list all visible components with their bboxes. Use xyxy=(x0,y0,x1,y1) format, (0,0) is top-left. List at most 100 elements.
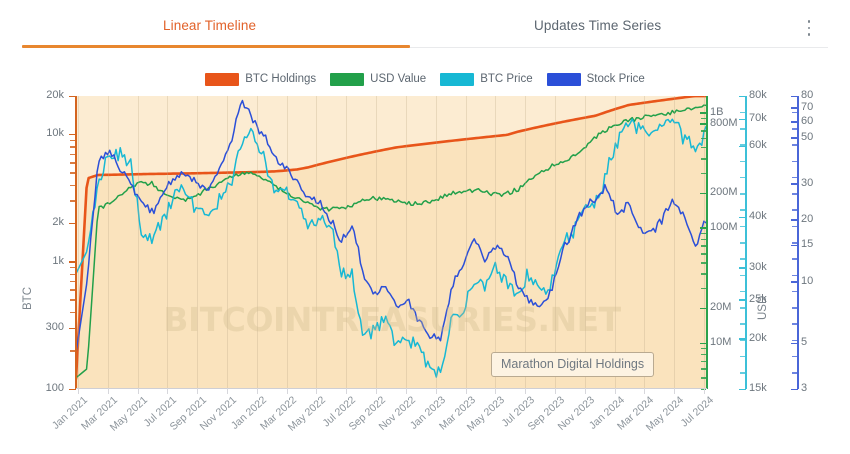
legend-item-usd-value[interactable]: USD Value xyxy=(330,72,427,86)
axis-minor-tick-btc_price xyxy=(740,372,745,374)
axis-minor-tick-btc xyxy=(70,172,75,174)
axis-tick-usd xyxy=(700,112,707,114)
axis-label-usd: 10M xyxy=(710,336,732,349)
axis-tick-btc_price xyxy=(739,216,746,219)
legend-label: USD Value xyxy=(370,73,427,85)
axis-minor-tick-stock_price xyxy=(792,111,797,114)
axis-label-btc_price: 15k xyxy=(749,382,767,394)
axis-label-btc_price: 20k xyxy=(749,331,767,344)
grid-line-vertical xyxy=(256,96,258,389)
tab-updates-time-series[interactable]: Updates Time Series xyxy=(534,18,662,33)
axis-label-btc: 300 xyxy=(45,321,64,334)
x-axis-tick xyxy=(137,388,139,394)
axis-tick-usd xyxy=(700,307,707,310)
axis-tick-usd xyxy=(700,342,707,345)
axis-minor-tick-btc_price xyxy=(740,111,745,114)
axis-label-btc: 2k xyxy=(52,216,64,229)
legend-swatch-icon xyxy=(440,72,475,86)
axis-minor-tick-stock_price xyxy=(792,160,797,163)
axis-tick-btc xyxy=(69,327,76,330)
kebab-menu-icon[interactable] xyxy=(801,19,817,37)
axis-tick-btc_price xyxy=(739,338,746,340)
tab-linear-timeline[interactable]: Linear Timeline xyxy=(163,18,257,33)
axis-label-usd: 800M xyxy=(710,116,738,129)
grid-line-vertical xyxy=(554,96,556,389)
axis-tick-stock_price xyxy=(791,219,798,221)
axis-minor-tick-btc xyxy=(70,162,75,164)
axis-minor-tick-stock_price xyxy=(792,144,797,146)
axis-minor-tick-btc xyxy=(70,184,75,186)
axis-tick-stock_price xyxy=(791,183,798,185)
axis-minor-tick-btc xyxy=(70,153,75,156)
legend-item-btc-holdings[interactable]: BTC Holdings xyxy=(205,72,316,86)
axis-tick-stock_price xyxy=(791,137,798,139)
axis-label-usd: 100M xyxy=(710,220,738,233)
x-axis-tick xyxy=(584,388,586,394)
annotation-label: Marathon Digital Holdings xyxy=(491,352,655,377)
x-axis-tick xyxy=(435,388,437,394)
axis-label-stock_price: 80 xyxy=(801,89,814,101)
axis-label-stock_price: 50 xyxy=(801,130,814,143)
grid-line-vertical xyxy=(137,96,139,389)
axis-minor-tick-btc xyxy=(70,299,75,301)
series-line-usd-value xyxy=(76,104,706,379)
x-axis-tick xyxy=(286,388,288,394)
axis-tick-btc_price xyxy=(739,299,746,301)
axis-tick-btc xyxy=(69,222,76,225)
axis-minor-tick-stock_price xyxy=(792,290,797,293)
axis-minor-tick-usd xyxy=(701,245,706,247)
x-axis-tick xyxy=(78,388,79,394)
grid-line-vertical xyxy=(525,96,527,389)
axis-minor-tick-usd xyxy=(701,172,706,175)
grid-line-vertical xyxy=(614,96,616,389)
x-axis-tick xyxy=(704,388,705,394)
axis-minor-tick-usd xyxy=(701,117,706,120)
axis-minor-tick-btc xyxy=(70,200,75,202)
grid-line-vertical xyxy=(435,96,437,389)
axis-btc-line xyxy=(75,96,77,389)
chart-legend: BTC Holdings USD Value BTC Price Stock Pric… xyxy=(0,70,850,88)
axis-label-stock_price: 15 xyxy=(801,238,814,251)
axis-label-usd: 200M xyxy=(710,186,738,199)
axis-minor-tick-btc_price xyxy=(740,209,745,211)
axis-minor-tick-btc xyxy=(70,311,75,314)
grid-line-vertical xyxy=(107,96,109,389)
x-axis-tick xyxy=(405,388,407,394)
legend-item-btc-price[interactable]: BTC Price xyxy=(440,72,533,86)
x-axis-tick xyxy=(197,388,199,394)
grid-line-vertical xyxy=(286,96,288,389)
axis-minor-tick-stock_price xyxy=(792,307,797,309)
axis-minor-tick-btc_price xyxy=(740,242,745,244)
axis-minor-tick-stock_price xyxy=(792,209,797,211)
axis-minor-tick-stock_price xyxy=(792,225,797,228)
axis-tick-btc xyxy=(69,95,76,97)
axis-tick-usd xyxy=(700,227,707,229)
axis-tick-stock_price xyxy=(791,244,798,247)
axis-label-stock_price: 20 xyxy=(801,212,814,225)
axis-label-stock_price: 30 xyxy=(801,176,814,189)
axis-minor-tick-usd xyxy=(701,130,706,132)
axis-minor-tick-btc_price xyxy=(740,323,745,325)
axis-minor-tick-stock_price xyxy=(792,388,797,390)
axis-minor-tick-usd xyxy=(701,353,706,356)
x-axis-tick xyxy=(554,388,556,394)
axis-tick-btc_price xyxy=(739,145,746,148)
axis-minor-tick-btc_price xyxy=(740,144,745,146)
axis-stock-price-line xyxy=(797,96,799,389)
axis-minor-tick-btc_price xyxy=(740,225,745,228)
grid-line-vertical xyxy=(584,96,586,389)
axis-minor-tick-btc xyxy=(70,280,75,283)
axis-minor-tick-usd xyxy=(701,377,706,379)
axis-minor-tick-btc_price xyxy=(740,258,745,260)
axis-minor-tick-usd xyxy=(701,388,706,390)
axis-label-stock_price: 5 xyxy=(801,336,808,349)
axis-label-btc: 1k xyxy=(52,254,64,267)
axis-label-btc: 10k xyxy=(46,127,64,140)
axis-minor-tick-stock_price xyxy=(792,339,797,342)
axis-minor-tick-btc xyxy=(70,273,75,275)
axis-usd-line xyxy=(706,96,708,389)
axis-minor-tick-usd xyxy=(701,273,706,275)
axis-minor-tick-btc_price xyxy=(740,355,745,358)
legend-item-stock-price[interactable]: Stock Price xyxy=(546,72,645,86)
